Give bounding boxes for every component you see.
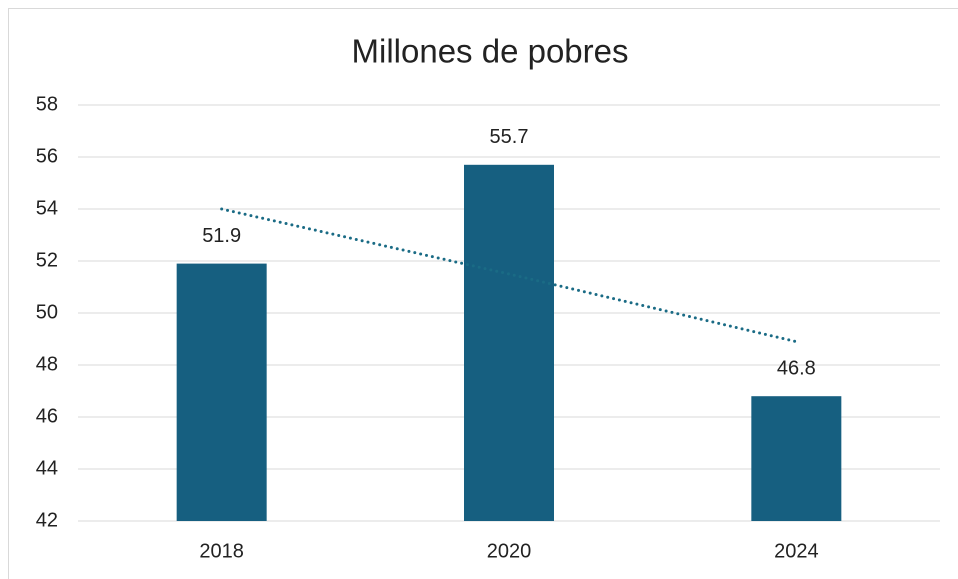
- trendline: [220, 207, 798, 344]
- bar: [176, 263, 267, 521]
- bar: [464, 164, 554, 522]
- y-tick-label: 54: [36, 197, 58, 219]
- y-tick-label: 50: [36, 301, 58, 323]
- value-label: 46.8: [777, 357, 816, 379]
- value-label: 55.7: [490, 126, 529, 148]
- y-tick-label: 42: [36, 509, 58, 531]
- y-tick-label: 56: [36, 145, 58, 167]
- y-tick-label: 48: [36, 353, 58, 375]
- y-tick-label: 58: [36, 93, 58, 115]
- x-tick-label: 2024: [774, 540, 819, 562]
- y-tick-label: 44: [36, 457, 58, 479]
- chart-title: Millones de pobres: [352, 33, 629, 70]
- y-tick-label: 52: [36, 249, 58, 271]
- y-tick-label: 46: [36, 405, 58, 427]
- value-label: 51.9: [202, 225, 241, 247]
- x-tick-label: 2018: [199, 540, 244, 562]
- x-tick-label: 2020: [487, 540, 532, 562]
- bar: [751, 396, 842, 521]
